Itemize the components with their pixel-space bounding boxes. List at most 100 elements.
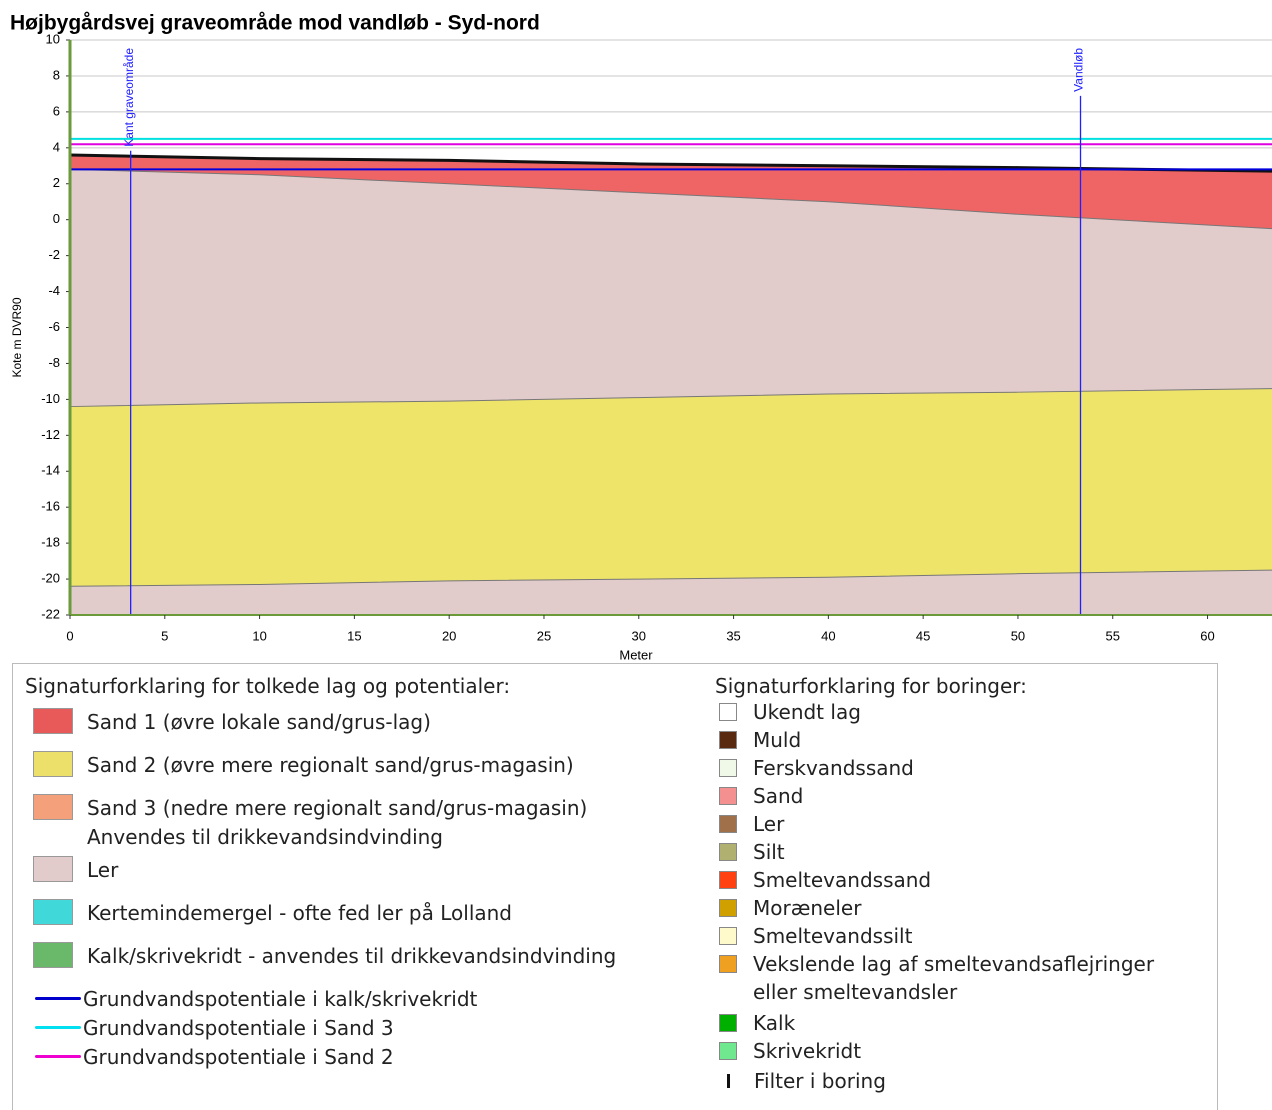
- y-tick-label: -10: [41, 391, 60, 406]
- legend-item: Sand: [715, 782, 1154, 810]
- terrain-line: [69, 153, 1272, 173]
- x-tick-label: 40: [821, 628, 835, 643]
- legend-text: Smeltevandssilt: [753, 922, 912, 950]
- x-axis-label: Meter: [619, 647, 653, 662]
- legend-label: Smeltevandssand: [753, 868, 932, 892]
- legend-text: Ler: [753, 810, 784, 838]
- legend-label: Ler: [753, 812, 785, 836]
- legend-item: Kalk: [715, 1009, 1154, 1037]
- marker-label: Kant graveområde: [122, 48, 136, 147]
- legend-text: Ferskvandssand: [753, 754, 914, 782]
- swatch: [33, 942, 73, 968]
- legend-label: Muld: [753, 728, 802, 752]
- x-tick-label: 55: [1106, 628, 1120, 643]
- y-tick-label: 4: [53, 139, 60, 154]
- legend-title: Signaturforklaring for boringer:: [715, 674, 1027, 698]
- marker-label: Vandløb: [1072, 48, 1086, 92]
- swatch: [719, 787, 737, 805]
- legend-text: Sand 1 (øvre lokale sand/grus-lag): [87, 708, 431, 737]
- layer: [70, 388, 1272, 587]
- legend-text: Moræneler: [753, 894, 861, 922]
- legend-label: Grundvandspotentiale i kalk/skrivekridt: [83, 987, 478, 1011]
- x-tick-label: 60: [1200, 628, 1214, 643]
- swatch: [719, 871, 737, 889]
- x-tick-label: 25: [537, 628, 551, 643]
- legend-text: Kertemindemergel - ofte fed ler på Lolla…: [87, 899, 512, 928]
- legend-label: Sand 1 (øvre lokale sand/grus-lag): [87, 710, 431, 734]
- legend-item: Ukendt lag: [715, 698, 1154, 726]
- line-swatch: [35, 1026, 81, 1029]
- y-tick-label: -12: [41, 427, 60, 442]
- legend-label: Skrivekridt: [753, 1039, 862, 1063]
- y-tick-label: 6: [53, 103, 60, 118]
- legend-text: Vekslende lag af smeltevandsaflejringer e…: [753, 950, 1154, 1006]
- x-tick-label: 10: [252, 628, 266, 643]
- x-tick-label: 20: [442, 628, 456, 643]
- y-tick-label: 0: [53, 211, 60, 226]
- y-tick-label: -22: [41, 606, 60, 621]
- legend-text: Sand: [753, 782, 803, 810]
- legend-text: Sand 3 (nedre mere regionalt sand/grus-m…: [87, 794, 587, 852]
- filter-mark: [727, 1074, 730, 1088]
- y-tick-label: -4: [48, 283, 60, 298]
- legend-item: Sand 2 (øvre mere regionalt sand/grus-ma…: [25, 751, 616, 780]
- swatch: [33, 856, 73, 882]
- legend-item: Kertemindemergel - ofte fed ler på Lolla…: [25, 899, 616, 928]
- legend-text: Muld: [753, 726, 801, 754]
- swatch: [33, 899, 73, 925]
- y-tick-label: 2: [53, 175, 60, 190]
- legend-label: Kalk: [753, 1011, 796, 1035]
- swatch: [33, 751, 73, 777]
- legend-label: Grundvandspotentiale i Sand 3: [83, 1016, 394, 1040]
- x-tick-label: 45: [916, 628, 930, 643]
- legend-item: Smeltevandssilt: [715, 922, 1154, 950]
- legend-item: Smeltevandssand: [715, 866, 1154, 894]
- swatch: [719, 759, 737, 777]
- legend-item: Ferskvandssand: [715, 754, 1154, 782]
- legend-item: Muld: [715, 726, 1154, 754]
- legend-item: Filter i boring: [715, 1065, 1154, 1097]
- swatch: [719, 1042, 737, 1060]
- legend-text: Kalk/skrivekridt - anvendes til drikkeva…: [87, 942, 616, 971]
- legend-label: Anvendes til drikkevandsindvinding: [87, 825, 443, 849]
- legend-left: Signaturforklaring for tolkede lag og po…: [25, 674, 616, 1072]
- legend-title: Signaturforklaring for tolkede lag og po…: [25, 674, 511, 698]
- legend-item: Silt: [715, 838, 1154, 866]
- legend-item: Skrivekridt: [715, 1037, 1154, 1065]
- legend-label: Sand: [753, 784, 804, 808]
- legend-item: Vekslende lag af smeltevandsaflejringer e…: [715, 950, 1154, 1006]
- legend-label: Sand 3 (nedre mere regionalt sand/grus-m…: [87, 796, 588, 820]
- line-swatch: [35, 1055, 81, 1058]
- layer: [70, 169, 1272, 407]
- boundary-line: [69, 388, 1272, 408]
- swatch: [33, 794, 73, 820]
- y-tick-label: -20: [41, 571, 60, 586]
- y-tick-label: -18: [41, 535, 60, 550]
- y-tick-label: -8: [48, 355, 60, 370]
- legend-label: Filter i boring: [754, 1069, 886, 1093]
- legend-label: Moræneler: [753, 896, 862, 920]
- swatch: [719, 703, 737, 721]
- legend-item: Ler: [25, 856, 616, 885]
- legend-label: Grundvandspotentiale i Sand 2: [83, 1045, 394, 1069]
- swatch: [719, 843, 737, 861]
- x-tick-label: 50: [1011, 628, 1025, 643]
- legend-item: Kalk/skrivekridt - anvendes til drikkeva…: [25, 942, 616, 971]
- legend-text: Ler: [87, 856, 118, 885]
- legend-item: Grundvandspotentiale i Sand 3: [35, 1014, 616, 1043]
- boundary-line: [69, 569, 1272, 587]
- y-tick-label: -14: [41, 463, 60, 478]
- chart-title: Højbygårdsvej graveområde mod vandløb - …: [10, 12, 540, 35]
- legend-item: Sand 3 (nedre mere regionalt sand/grus-m…: [25, 794, 616, 852]
- legend: Signaturforklaring for tolkede lag og po…: [12, 663, 1218, 1110]
- legend-label: Kertemindemergel - ofte fed ler på Lolla…: [87, 901, 512, 925]
- legend-item: Grundvandspotentiale i kalk/skrivekridt: [35, 985, 616, 1014]
- legend-label: Ferskvandssand: [753, 756, 914, 780]
- legend-text: Sand 2 (øvre mere regionalt sand/grus-ma…: [87, 751, 574, 780]
- legend-item: Moræneler: [715, 894, 1154, 922]
- legend-text: Skrivekridt: [753, 1037, 861, 1065]
- x-tick-label: 15: [347, 628, 361, 643]
- line-swatch: [35, 997, 81, 1000]
- swatch: [719, 955, 737, 973]
